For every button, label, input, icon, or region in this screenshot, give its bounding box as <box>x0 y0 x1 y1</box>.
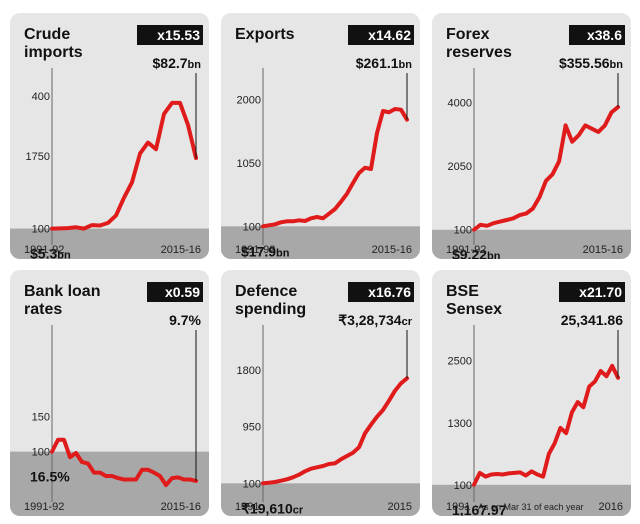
series-line <box>50 100 198 231</box>
baseline-band <box>10 228 209 259</box>
series-line <box>472 363 620 487</box>
end-value-label: $82.7bn <box>153 55 202 71</box>
y-tick-label: 100 <box>454 225 472 237</box>
multiplier-badge <box>147 282 203 302</box>
chart-panel: Bank loan rates x0.59 150 100 16.5% 9.7% 1991-9… <box>10 270 209 516</box>
chart-title-line: spending <box>235 301 306 318</box>
multiplier-label: x0.59 <box>165 284 200 300</box>
baseline-band <box>221 483 420 516</box>
baseline-band <box>10 451 209 516</box>
y-tick-label: 100 <box>32 447 50 459</box>
multiplier-badge <box>137 25 203 45</box>
x-label-end: 2016 <box>599 501 623 513</box>
chart-title-line: rates <box>24 301 62 318</box>
end-value-label: 9.7% <box>169 312 201 328</box>
x-axis-note: As on Mar 31 of each year <box>478 502 584 512</box>
start-value-label: $17.9bn <box>241 243 290 259</box>
x-label-end: 2015-16 <box>161 501 201 513</box>
start-value-label: 16.5% <box>30 469 70 485</box>
y-tick-label: 100 <box>243 221 261 233</box>
end-value-label: $261.1bn <box>356 55 413 71</box>
y-tick-label: 4000 <box>448 98 472 110</box>
chart-panel: Defence spending x16.76 1800 950 100 ₹19,610cr… <box>221 270 420 516</box>
multiplier-label: x15.53 <box>157 27 200 43</box>
multiplier-label: x38.6 <box>587 27 622 43</box>
end-value-label: ₹3,28,734cr <box>338 312 413 328</box>
x-label-end: 2015-16 <box>372 244 412 256</box>
x-label-start: 1991 <box>446 501 470 513</box>
x-label-end: 2015-16 <box>161 244 201 256</box>
series-line <box>261 107 409 229</box>
chart-panel: BSE Sensex x21.70 2500 1300 100 1,167.97 25,341… <box>432 270 631 516</box>
end-value-label: $355.56bn <box>559 55 623 71</box>
start-value-label: 1,167.97 <box>452 502 507 516</box>
multiplier-badge <box>348 282 414 302</box>
y-tick-label: 1050 <box>237 158 261 170</box>
x-label-end: 2015-16 <box>583 244 623 256</box>
chart-title-line: imports <box>24 44 83 61</box>
y-tick-label: 2500 <box>448 356 472 368</box>
chart-title-line: Bank loan <box>24 283 100 300</box>
baseline-band <box>432 484 631 516</box>
chart-title-line: Sensex <box>446 301 502 318</box>
multiplier-label: x16.76 <box>368 284 411 300</box>
x-label-start: 1991-92 <box>446 244 486 256</box>
multiplier-badge <box>569 25 625 45</box>
chart-title-line: Exports <box>235 26 295 43</box>
x-label-start: 1991 <box>235 501 259 513</box>
x-label-start: 1991-92 <box>235 244 275 256</box>
chart-title-line: Crude <box>24 26 70 43</box>
start-value-label: $9.22bn <box>452 247 501 259</box>
x-label-start: 1991-92 <box>24 501 64 513</box>
chart-panel: Exports x14.62 2000 1050 100 $17.9bn $261.1bn 1… <box>221 13 420 259</box>
chart-title-line: Forex <box>446 26 490 43</box>
multiplier-badge <box>559 282 625 302</box>
multiplier-label: x14.62 <box>368 27 411 43</box>
x-label-end: 2015 <box>388 501 412 513</box>
y-tick-label: 150 <box>32 412 50 424</box>
start-value-label: ₹19,610cr <box>241 500 304 516</box>
end-value-label: 25,341.86 <box>561 312 623 328</box>
chart-title-line: reserves <box>446 44 512 61</box>
series-line <box>50 437 198 488</box>
y-tick-label: 100 <box>243 478 261 490</box>
x-label-start: 1991-92 <box>24 244 64 256</box>
baseline-band <box>432 229 631 259</box>
y-tick-label: 1800 <box>237 365 261 377</box>
multiplier-label: x21.70 <box>579 284 622 300</box>
chart-title-line: Defence <box>235 283 297 300</box>
y-tick-label: 2050 <box>448 161 472 173</box>
chart-svg: Exports x14.62 2000 1050 100 $17.9bn $261.1bn 1… <box>221 25 420 259</box>
y-tick-label: 2000 <box>237 95 261 107</box>
y-tick-label: 1750 <box>26 151 50 163</box>
chart-panel: Crude imports x15.53 400 1750 100 $5.3bn $82.7b… <box>10 13 209 259</box>
multiplier-badge <box>348 25 414 45</box>
y-tick-label: 950 <box>243 422 261 434</box>
chart-panel: Forex reserves x38.6 4000 2050 100 $9.22bn $355… <box>432 13 631 259</box>
series-line <box>472 105 620 232</box>
chart-title-line: BSE <box>446 283 479 300</box>
y-tick-label: 1300 <box>448 418 472 430</box>
y-tick-label: 100 <box>32 224 50 236</box>
baseline-band <box>221 226 420 259</box>
start-value-label: $5.3bn <box>30 246 71 259</box>
y-tick-label: 400 <box>32 91 50 103</box>
series-line <box>261 376 409 486</box>
y-tick-label: 100 <box>454 480 472 492</box>
